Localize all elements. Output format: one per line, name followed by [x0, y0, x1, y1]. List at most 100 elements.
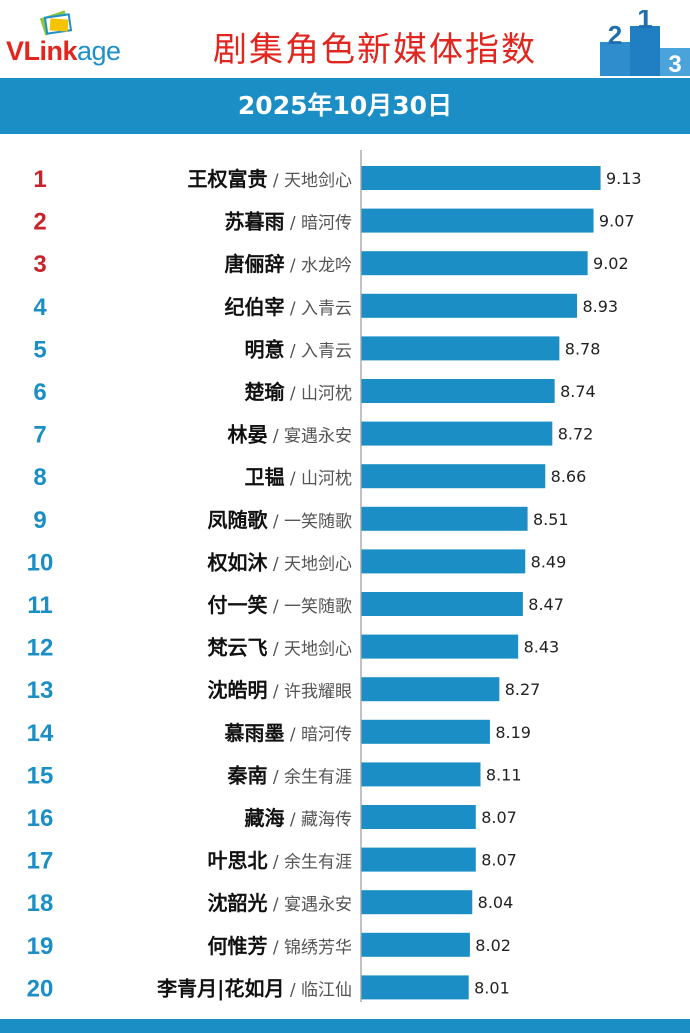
role-name: 付一笑 — [207, 593, 267, 617]
drama-name: / 宴遇永安 — [267, 895, 352, 915]
drama-name: / 一笑随歌 — [267, 512, 352, 532]
rank-number: 2 — [33, 209, 46, 236]
category-label: 何惟芳 / 锦绣芳华 — [207, 934, 352, 958]
role-name: 何惟芳 — [207, 934, 267, 958]
bar — [361, 762, 481, 787]
rank-number: 16 — [27, 805, 54, 832]
bar — [361, 251, 588, 276]
footer-band — [0, 1019, 690, 1033]
rank-number: 5 — [33, 336, 46, 363]
data-label: 8.19 — [495, 723, 531, 742]
data-label: 8.04 — [478, 893, 514, 912]
drama-name: / 临江仙 — [284, 980, 352, 1000]
data-label: 8.02 — [475, 936, 511, 955]
data-label: 9.13 — [606, 169, 642, 188]
role-name: 沈皓明 — [207, 678, 267, 702]
header: VLinkage 剧集角色新媒体指数 2 1 3 — [0, 0, 690, 78]
role-name: 秦南 — [226, 763, 267, 787]
bar — [361, 890, 473, 915]
role-name: 李青月|花如月 — [156, 976, 284, 1000]
data-label: 8.07 — [481, 851, 517, 870]
category-label: 叶思北 / 余生有涯 — [207, 849, 352, 873]
role-name: 藏海 — [244, 806, 284, 830]
bar — [361, 975, 469, 1000]
data-label: 8.43 — [524, 638, 560, 657]
podium-icon: 2 1 3 — [600, 10, 690, 76]
data-label: 8.47 — [528, 595, 564, 614]
category-label: 权如沐 / 天地剑心 — [206, 550, 352, 574]
rank-number: 19 — [27, 933, 54, 960]
rank-number: 14 — [27, 720, 54, 747]
drama-name: / 入青云 — [284, 299, 352, 319]
drama-name: / 一笑随歌 — [267, 597, 352, 617]
role-name: 王权富贵 — [187, 167, 267, 191]
data-label: 8.72 — [558, 425, 594, 444]
bar — [361, 592, 523, 616]
category-label: 纪伯宰 / 入青云 — [224, 295, 352, 319]
drama-name: / 入青云 — [284, 341, 352, 361]
rank-number: 11 — [27, 592, 52, 619]
category-label: 凤随歌 / 一笑随歌 — [207, 508, 352, 532]
role-name: 叶思北 — [207, 849, 267, 873]
bar — [361, 634, 519, 659]
ranking-bar-chart: 1 王权富贵 / 天地剑心 9.13 2 苏暮雨 / 暗河传 9.07 3 唐俪辞 / 水龙吟… — [27, 150, 642, 1002]
role-name: 明意 — [244, 337, 284, 361]
category-label: 明意 / 入青云 — [244, 337, 352, 361]
category-label: 林晏 / 宴遇永安 — [227, 423, 352, 447]
data-label: 8.78 — [565, 339, 601, 358]
role-name: 凤随歌 — [207, 508, 268, 532]
logo-text: VLinkage — [6, 36, 121, 67]
drama-name: / 锦绣芳华 — [267, 938, 352, 958]
category-label: 楚瑜 / 山河枕 — [244, 380, 352, 404]
data-label: 8.49 — [531, 552, 567, 571]
bar — [361, 421, 553, 446]
rank-number: 20 — [27, 975, 54, 1002]
rank-number: 7 — [33, 422, 46, 449]
bar — [361, 506, 528, 531]
data-label: 8.01 — [474, 978, 510, 997]
category-label: 沈韶光 / 宴遇永安 — [207, 891, 352, 915]
podium-label-3: 3 — [668, 51, 681, 76]
role-name: 卫韫 — [244, 465, 284, 489]
bar — [361, 464, 546, 489]
category-label: 唐俪辞 / 水龙吟 — [224, 252, 352, 276]
role-name: 梵云飞 — [207, 636, 267, 660]
drama-name: / 天地剑心 — [267, 171, 352, 191]
rank-number: 3 — [33, 251, 46, 278]
drama-name: / 余生有涯 — [267, 767, 352, 787]
drama-name: / 余生有涯 — [267, 853, 352, 873]
drama-name: / 水龙吟 — [284, 256, 352, 276]
category-label: 王权富贵 / 天地剑心 — [187, 167, 352, 191]
drama-name: / 宴遇永安 — [267, 427, 352, 447]
rank-number: 1 — [33, 166, 46, 193]
data-label: 8.11 — [486, 765, 522, 784]
bar — [361, 677, 500, 702]
rank-number: 12 — [27, 635, 54, 662]
rank-number: 10 — [27, 549, 54, 576]
data-label: 9.07 — [599, 212, 635, 231]
drama-name: / 山河枕 — [284, 469, 352, 489]
bar — [361, 719, 490, 744]
data-label: 8.27 — [505, 680, 541, 699]
data-label: 8.07 — [481, 808, 517, 827]
role-name: 楚瑜 — [244, 380, 285, 404]
vlinkage-logo: VLinkage — [6, 8, 156, 70]
date-banner: 2025年10月30日 — [0, 78, 690, 134]
logo-cards-icon — [39, 10, 73, 36]
bar — [361, 805, 476, 829]
drama-name: / 天地剑心 — [267, 640, 352, 660]
logo-text-red: VLink — [6, 36, 78, 66]
role-name: 唐俪辞 — [224, 252, 284, 276]
rank-number: 4 — [33, 294, 47, 321]
page-title: 剧集角色新媒体指数 — [213, 30, 537, 70]
role-name: 纪伯宰 — [224, 295, 284, 319]
podium-label-2: 2 — [608, 20, 622, 50]
rank-number: 17 — [27, 848, 54, 875]
data-label: 9.02 — [593, 254, 629, 273]
data-label: 8.66 — [551, 467, 587, 486]
rank-number: 8 — [33, 464, 46, 491]
data-label: 8.93 — [582, 297, 618, 316]
bar — [361, 379, 555, 403]
logo-text-blue: age — [77, 36, 121, 66]
role-name: 慕雨墨 — [224, 721, 284, 745]
